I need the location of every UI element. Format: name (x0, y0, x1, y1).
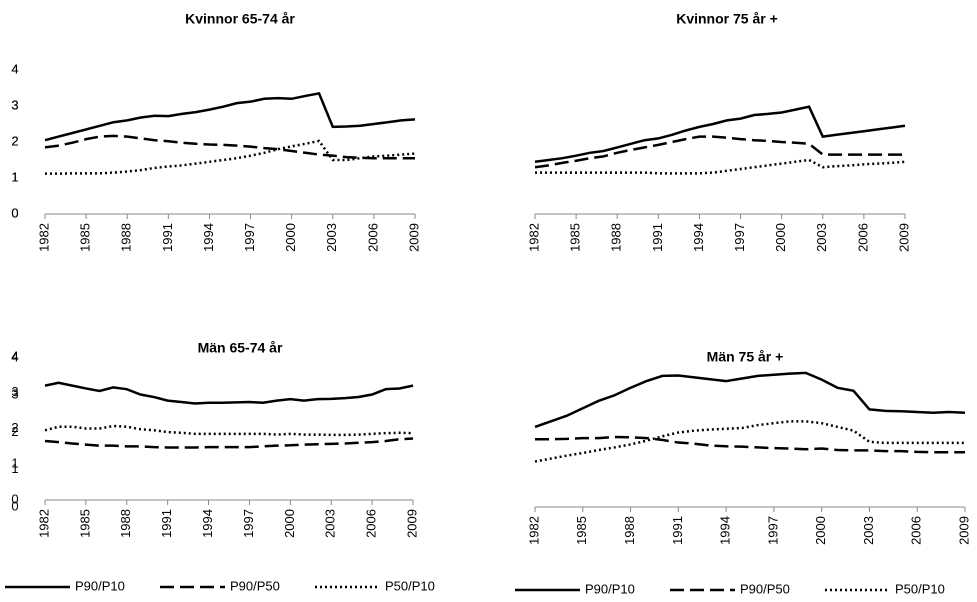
y-tick-label: 2 (11, 133, 18, 148)
x-tick-label: 1988 (622, 516, 637, 545)
x-tick-label: 2009 (404, 509, 419, 538)
x-tick-label: 2006 (855, 223, 870, 252)
x-tick-label: 2000 (283, 223, 298, 252)
x-tick-label: 2006 (365, 223, 380, 252)
y-tick-label: 3 (11, 384, 18, 399)
x-tick-label: 2006 (364, 509, 379, 538)
x-tick-label: 2006 (909, 516, 924, 545)
x-tick-label: 1994 (718, 516, 733, 545)
x-tick-label: 1991 (160, 223, 175, 252)
x-tick-label: 1985 (77, 509, 92, 538)
x-tick-label: 1997 (765, 516, 780, 545)
x-tick-label: 1988 (609, 223, 624, 252)
series-line (534, 105, 906, 164)
y-tick-label: 0 (11, 491, 18, 506)
x-tick-label: 1991 (159, 509, 174, 538)
x-tick-label: 1982 (526, 516, 541, 545)
x-tick-label: 1985 (574, 516, 589, 545)
y-tick-label: 1 (11, 456, 18, 471)
y-tick-label: 4 (11, 348, 18, 363)
y-tick-label: 3 (11, 97, 18, 112)
x-tick-label: 1988 (118, 509, 133, 538)
x-tick-label: 1994 (200, 509, 215, 538)
series-line (44, 91, 416, 142)
y-tick-label: 4 (11, 349, 18, 364)
x-tick-label: 1985 (568, 223, 583, 252)
legend-label: P50/P10 (895, 581, 945, 596)
legend-label: P90/P50 (740, 581, 790, 596)
x-tick-label: 2003 (323, 509, 338, 538)
x-tick-label: 1991 (650, 223, 665, 252)
y-tick-label: 3 (11, 97, 18, 112)
y-tick-label: 0 (11, 498, 18, 513)
x-tick-label: 2009 (406, 223, 421, 252)
series-line (45, 139, 416, 175)
x-tick-label: 2000 (773, 223, 788, 252)
x-tick-label: 1988 (119, 223, 134, 252)
series-line (534, 420, 965, 463)
chart-title: Kvinnor 65-74 år (185, 11, 295, 27)
x-tick-label: 2009 (896, 223, 911, 252)
series-line (44, 381, 414, 405)
y-tick-label: 2 (11, 420, 18, 435)
x-tick-label: 2003 (324, 223, 339, 252)
legend-label: P90/P10 (75, 578, 125, 593)
legend-label: P90/P10 (585, 581, 635, 596)
series-line (44, 134, 415, 160)
y-tick-label: 3 (11, 387, 18, 402)
x-tick-label: 2003 (861, 516, 876, 545)
y-tick-label: 4 (11, 61, 18, 76)
x-tick-label: 2003 (814, 223, 829, 252)
series-line (534, 371, 966, 429)
series-line (534, 135, 905, 169)
legend-label: P50/P10 (385, 578, 435, 593)
x-tick-label: 1991 (670, 516, 685, 545)
x-tick-label: 2009 (956, 516, 971, 545)
y-tick-label: 0 (11, 205, 18, 220)
chart-title: Män 75 år + (707, 349, 784, 365)
series-line (44, 437, 414, 449)
y-tick-label: 1 (11, 169, 18, 184)
y-tick-label: 1 (11, 461, 18, 476)
x-tick-label: 1982 (36, 509, 51, 538)
y-tick-label: 2 (11, 424, 18, 439)
x-tick-label: 1994 (691, 223, 706, 252)
chart-title: Kvinnor 75 år + (676, 11, 778, 27)
y-tick-label: 1 (11, 169, 18, 184)
x-tick-label: 1997 (732, 223, 747, 252)
x-tick-label: 1982 (36, 223, 51, 252)
x-tick-label: 1994 (201, 223, 216, 252)
x-tick-label: 2000 (282, 509, 297, 538)
x-tick-label: 1982 (526, 223, 541, 252)
x-tick-label: 1997 (241, 509, 256, 538)
x-tick-label: 2000 (813, 516, 828, 545)
series-line (535, 158, 906, 175)
y-tick-label: 4 (11, 61, 18, 76)
series-line (535, 435, 965, 454)
chart-title: Män 65-74 år (198, 340, 283, 356)
series-line (44, 424, 414, 437)
x-tick-label: 1997 (242, 223, 257, 252)
y-tick-label: 0 (11, 205, 18, 220)
legend-label: P90/P50 (230, 578, 280, 593)
x-tick-label: 1985 (78, 223, 93, 252)
y-tick-label: 2 (11, 133, 18, 148)
